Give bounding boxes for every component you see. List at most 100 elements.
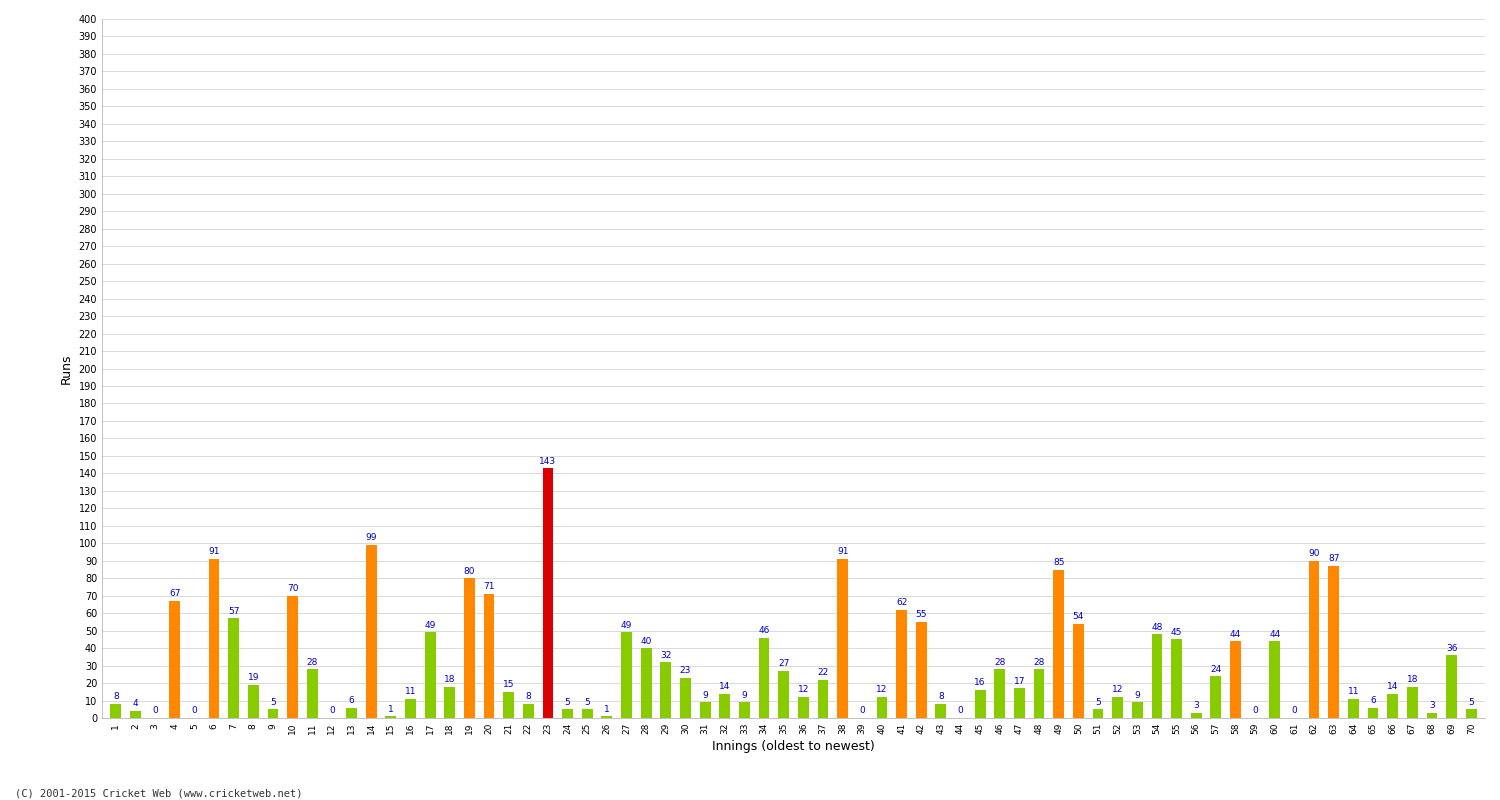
X-axis label: Innings (oldest to newest): Innings (oldest to newest) [712, 740, 874, 753]
Bar [582, 710, 592, 718]
Text: 23: 23 [680, 666, 692, 675]
Bar [504, 692, 515, 718]
Text: 27: 27 [778, 659, 789, 668]
Bar [699, 702, 711, 718]
Bar [483, 594, 495, 718]
Text: 8: 8 [112, 693, 118, 702]
Bar [916, 622, 927, 718]
Text: 22: 22 [818, 668, 828, 677]
Bar [524, 704, 534, 718]
Text: 91: 91 [837, 547, 849, 557]
Bar [1072, 624, 1084, 718]
Text: 71: 71 [483, 582, 495, 591]
Text: 9: 9 [702, 690, 708, 700]
Text: 5: 5 [1468, 698, 1474, 706]
Bar [1210, 676, 1221, 718]
Bar [640, 648, 651, 718]
Text: 70: 70 [286, 584, 298, 593]
Bar [740, 702, 750, 718]
Text: 80: 80 [464, 566, 476, 576]
Text: (C) 2001-2015 Cricket Web (www.cricketweb.net): (C) 2001-2015 Cricket Web (www.cricketwe… [15, 788, 303, 798]
Bar [562, 710, 573, 718]
Bar [1014, 688, 1025, 718]
Bar [1152, 634, 1162, 718]
Bar [994, 669, 1005, 718]
Text: 5: 5 [1095, 698, 1101, 706]
Bar [346, 707, 357, 718]
Bar [1034, 669, 1044, 718]
Bar [680, 678, 692, 718]
Bar [267, 710, 279, 718]
Bar [1172, 639, 1182, 718]
Text: 87: 87 [1328, 554, 1340, 563]
Text: 9: 9 [1134, 690, 1140, 700]
Bar [1329, 566, 1340, 718]
Bar [170, 601, 180, 718]
Bar [778, 671, 789, 718]
Y-axis label: Runs: Runs [60, 354, 74, 384]
Text: 5: 5 [585, 698, 590, 706]
Text: 54: 54 [1072, 612, 1084, 621]
Bar [424, 633, 435, 718]
Bar [621, 633, 632, 718]
Text: 18: 18 [444, 675, 456, 684]
Bar [248, 685, 258, 718]
Text: 67: 67 [170, 590, 180, 598]
Text: 90: 90 [1308, 549, 1320, 558]
Bar [759, 638, 770, 718]
Text: 143: 143 [540, 457, 556, 466]
Text: 5: 5 [564, 698, 570, 706]
Text: 40: 40 [640, 637, 652, 646]
Bar [837, 559, 848, 718]
Text: 14: 14 [1388, 682, 1398, 691]
Text: 48: 48 [1152, 622, 1162, 631]
Text: 1: 1 [388, 705, 393, 714]
Text: 3: 3 [1430, 702, 1436, 710]
Text: 49: 49 [621, 621, 632, 630]
Bar [798, 697, 808, 718]
Bar [1388, 694, 1398, 718]
Text: 12: 12 [1112, 686, 1124, 694]
Bar [876, 697, 888, 718]
Text: 15: 15 [503, 680, 515, 690]
Text: 5: 5 [270, 698, 276, 706]
Bar [936, 704, 946, 718]
Text: 1: 1 [604, 705, 610, 714]
Text: 4: 4 [132, 699, 138, 709]
Bar [405, 699, 416, 718]
Bar [366, 545, 376, 718]
Bar [1308, 561, 1320, 718]
Text: 11: 11 [1347, 687, 1359, 696]
Text: 19: 19 [248, 674, 259, 682]
Bar [1348, 699, 1359, 718]
Text: 11: 11 [405, 687, 416, 696]
Text: 46: 46 [759, 626, 770, 635]
Bar [896, 610, 908, 718]
Text: 0: 0 [957, 706, 963, 715]
Text: 12: 12 [798, 686, 808, 694]
Text: 0: 0 [152, 706, 157, 715]
Text: 8: 8 [938, 693, 944, 702]
Bar [1368, 707, 1378, 718]
Bar [286, 596, 298, 718]
Text: 85: 85 [1053, 558, 1065, 567]
Bar [1269, 641, 1280, 718]
Text: 44: 44 [1269, 630, 1281, 638]
Text: 24: 24 [1210, 665, 1221, 674]
Text: 9: 9 [741, 690, 747, 700]
Text: 8: 8 [525, 693, 531, 702]
Bar [209, 559, 219, 718]
Bar [308, 669, 318, 718]
Text: 99: 99 [366, 534, 376, 542]
Bar [1053, 570, 1064, 718]
Text: 28: 28 [306, 658, 318, 666]
Bar [602, 716, 612, 718]
Text: 12: 12 [876, 686, 888, 694]
Bar [1191, 713, 1202, 718]
Text: 49: 49 [424, 621, 436, 630]
Text: 62: 62 [896, 598, 908, 607]
Bar [228, 618, 238, 718]
Bar [464, 578, 476, 718]
Bar [660, 662, 670, 718]
Text: 3: 3 [1194, 702, 1198, 710]
